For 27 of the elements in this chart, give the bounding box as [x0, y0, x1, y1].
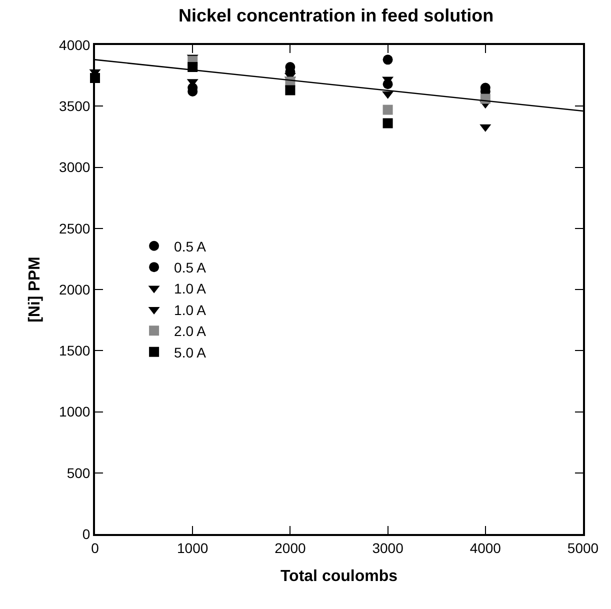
point: [382, 118, 393, 128]
y-tick-label: 4000: [59, 36, 90, 53]
legend-label: 5.0 A: [174, 344, 207, 360]
y-tick-label: 3000: [59, 159, 90, 176]
x-tick-label: 1000: [177, 540, 208, 556]
x-tick-label: 5000: [567, 540, 599, 556]
x-tick-label: 4000: [470, 540, 502, 556]
legend-label: 2.0 A: [174, 323, 207, 340]
legend-label: 0.5 A: [174, 260, 207, 276]
chart-title: Nickel concentration in feed solution: [178, 6, 494, 26]
x-axis-title: Total coulombs: [280, 568, 398, 585]
point: [285, 85, 296, 96]
legend-label: 1.0 A: [174, 302, 207, 318]
y-axis-title: [Ni] PPM: [26, 256, 44, 322]
y-tick-label: 1000: [59, 404, 90, 420]
point: [382, 54, 393, 65]
y-tick-label: 0: [82, 526, 90, 542]
x-tick-label: 3000: [372, 540, 404, 556]
y-tick-label: 1500: [59, 342, 90, 359]
legend-label: 0.5 A: [174, 238, 207, 254]
y-tick-label: 2500: [59, 220, 90, 236]
legend-label: 1.0 A: [174, 280, 207, 297]
y-tick-label: 500: [66, 464, 90, 481]
x-tick-label: 2000: [274, 540, 306, 556]
point: [382, 104, 393, 115]
y-tick-label: 3500: [59, 98, 90, 114]
y-tick-label: 2000: [59, 281, 90, 298]
